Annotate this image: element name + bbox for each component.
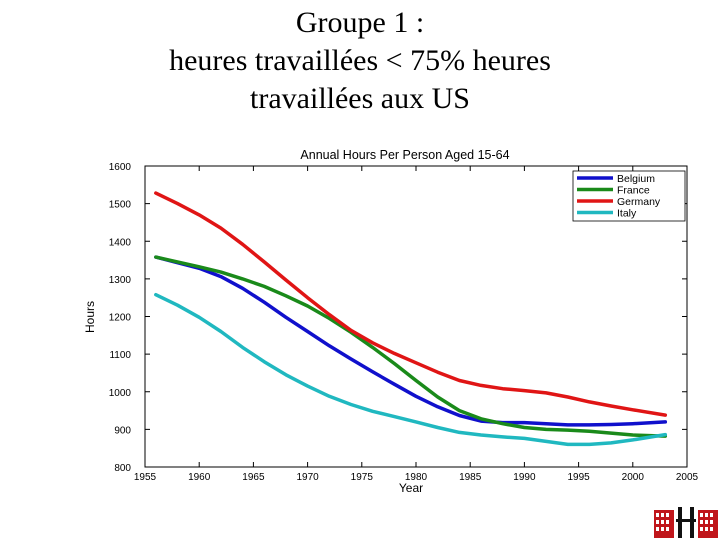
x-tick-label: 1990: [513, 472, 536, 483]
x-tick-label: 1965: [242, 472, 265, 483]
series-line-germany: [154, 191, 668, 417]
y-tick-label: 1200: [109, 313, 132, 324]
y-axis-label: Hours: [83, 301, 97, 333]
x-axis-label: Year: [399, 481, 423, 495]
axis-ticks: 1955 1960 1965 1970 1975 1980 1985 1990 1995 2000…: [109, 162, 699, 483]
y-tick-label: 1300: [109, 275, 132, 286]
y-tick-label: 1600: [109, 162, 132, 173]
x-tick-label: 1985: [459, 472, 482, 483]
y-tick-label: 1000: [109, 388, 132, 399]
annual-hours-line-chart: Annual Hours Per Person Aged 15-64 1955 1…: [83, 148, 699, 495]
series-line-belgium: [154, 255, 668, 427]
y-tick-label: 900: [114, 425, 131, 436]
legend-label-germany: Germany: [617, 196, 661, 208]
x-tick-label: 1980: [405, 472, 428, 483]
series-line-italy: [154, 292, 668, 447]
y-tick-label: 800: [114, 463, 131, 474]
y-tick-label: 1500: [109, 200, 132, 211]
legend-label-belgium: Belgium: [617, 173, 655, 185]
legend-label-italy: Italy: [617, 208, 637, 220]
series-line-france: [154, 255, 668, 438]
x-tick-label: 1975: [351, 472, 374, 483]
x-tick-label: 2000: [622, 472, 645, 483]
x-tick-label: 1960: [188, 472, 211, 483]
legend-label-france: France: [617, 185, 650, 197]
slide-title-line-2: heures travaillées < 75% heures: [169, 44, 551, 77]
slide-title-line-3: travaillées aux US: [250, 82, 470, 115]
series-lines: [154, 191, 668, 447]
x-tick-label: 1955: [134, 472, 157, 483]
y-tick-label: 1400: [109, 237, 132, 248]
x-tick-label: 1970: [296, 472, 319, 483]
y-tick-label: 1100: [109, 350, 131, 361]
slide-title: Groupe 1 : heures travaillées < 75% heur…: [0, 4, 720, 118]
institution-logo-icon: [654, 507, 718, 538]
slide-title-line-1: Groupe 1 :: [295, 6, 425, 39]
x-tick-label: 2005: [676, 472, 699, 483]
x-tick-label: 1995: [567, 472, 590, 483]
chart-title: Annual Hours Per Person Aged 15-64: [300, 148, 509, 162]
